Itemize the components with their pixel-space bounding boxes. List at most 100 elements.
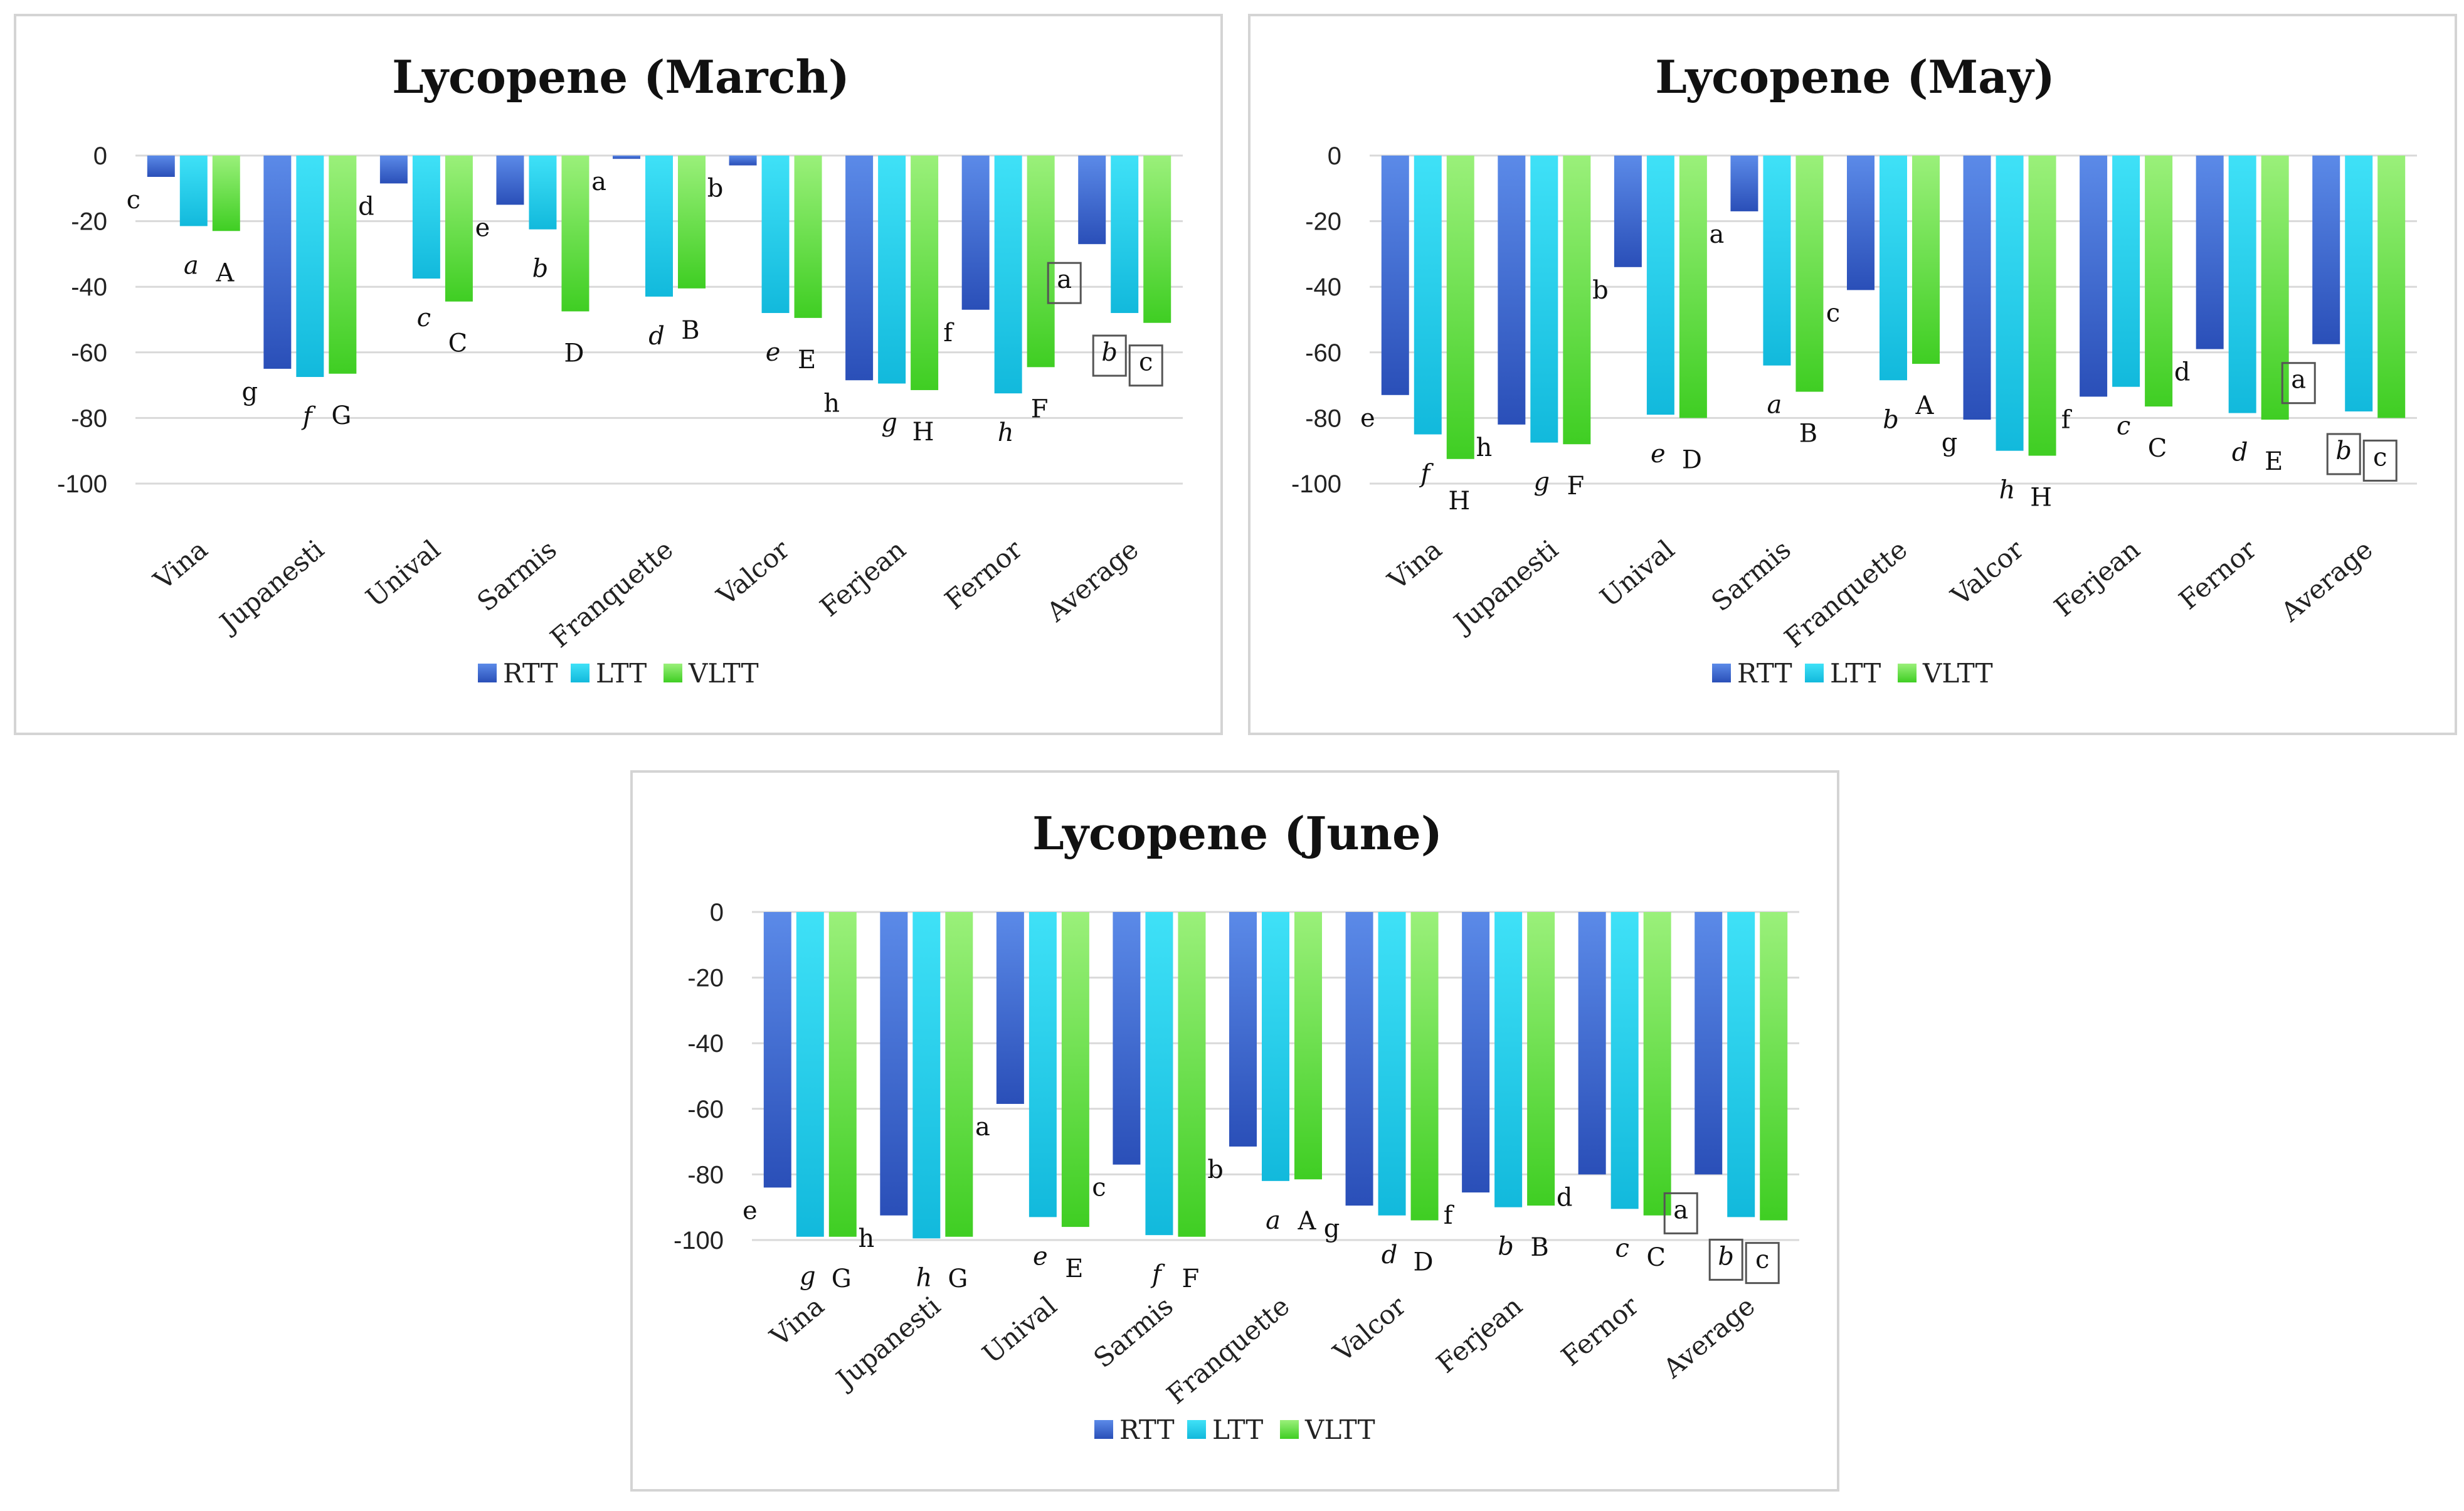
significance-letter: b (1718, 1242, 1734, 1271)
bar-vltt-valcor (2028, 156, 2056, 456)
significance-letter: d (2232, 438, 2248, 467)
significance-letter: C (448, 329, 468, 358)
bar-rtt-sarmis (1113, 912, 1141, 1165)
bar-rtt-average (2312, 156, 2340, 344)
x-category-label: Sarmis (1087, 1290, 1178, 1374)
significance-letter: b (707, 174, 724, 203)
bar-ltt-ferjean (1494, 912, 1523, 1207)
significance-letter: c (2117, 412, 2130, 441)
significance-letter: a (184, 251, 199, 280)
bar-rtt-vina (147, 156, 175, 177)
bar-rtt-average (1078, 156, 1106, 245)
bar-vltt-fernor (1027, 156, 1055, 368)
y-tick-label: 0 (93, 142, 107, 170)
y-tick-label: -40 (71, 273, 107, 301)
significance-letter: G (948, 1264, 968, 1293)
bar-ltt-franquette (1262, 912, 1289, 1181)
y-tick-label: -100 (57, 470, 107, 498)
bar-ltt-franquette (645, 156, 673, 297)
bar-ltt-fernor (1610, 912, 1639, 1209)
x-category-label: Fernor (939, 534, 1028, 616)
y-tick-label: -60 (71, 339, 107, 367)
y-tick-label: 0 (710, 899, 724, 926)
y-tick-label: 0 (1328, 142, 1341, 170)
significance-letter: a (1767, 391, 1782, 420)
legend-swatch-rtt (1094, 1420, 1113, 1439)
legend-label-vltt: VLTT (1922, 658, 1993, 689)
bar-ltt-vina (1414, 156, 1442, 435)
significance-letter: f (943, 319, 954, 347)
bar-ltt-fernor (2228, 156, 2256, 413)
bar-rtt-jupanesti (263, 156, 292, 369)
bar-vltt-jupanesti (1563, 156, 1591, 445)
significance-letter: c (1139, 348, 1153, 377)
significance-letter: f (2061, 405, 2073, 434)
bar-ltt-franquette (1880, 156, 1907, 381)
significance-box (1128, 344, 1163, 387)
chart-title: Lycopene (May) (1655, 50, 2054, 103)
significance-letter: a (591, 167, 606, 196)
significance-letter: g (800, 1262, 816, 1291)
significance-letter: g (1534, 468, 1550, 497)
legend-label-vltt: VLTT (1304, 1414, 1375, 1445)
bar-rtt-unival (996, 912, 1024, 1104)
x-category-label: Average (1040, 534, 1145, 628)
x-category-label: Sarmis (1705, 534, 1796, 617)
significance-letter: a (1710, 220, 1725, 249)
significance-letter: d (2174, 358, 2191, 387)
significance-letter: h (858, 1224, 874, 1253)
legend-swatch-vltt (664, 664, 682, 682)
bar-vltt-fernor (1643, 912, 1671, 1216)
significance-letter: g (242, 378, 258, 406)
bar-rtt-average (1695, 912, 1723, 1175)
significance-letter: d (1382, 1241, 1398, 1270)
bar-vltt-ferjean (2145, 156, 2173, 407)
bar-ltt-average (1727, 912, 1755, 1217)
bar-rtt-franquette (1847, 156, 1874, 290)
y-tick-label: -100 (1291, 470, 1341, 498)
bar-vltt-average (2377, 156, 2406, 418)
significance-letter: C (2148, 434, 2167, 463)
bar-vltt-ferjean (1527, 912, 1555, 1206)
x-category-label: Fernor (2173, 534, 2263, 616)
y-tick-label: -20 (1305, 208, 1341, 236)
bar-rtt-vina (1381, 156, 1409, 395)
significance-letter: E (798, 346, 816, 374)
bar-rtt-fernor (2196, 156, 2224, 349)
legend-swatch-rtt (478, 664, 497, 682)
significance-letter: b (532, 255, 549, 284)
significance-letter: e (1651, 440, 1666, 469)
legend-swatch-rtt (1712, 664, 1731, 682)
bar-ltt-jupanesti (1530, 156, 1558, 443)
y-tick-label: -80 (1305, 405, 1341, 432)
significance-box (2326, 433, 2361, 475)
chart-panel-may: Lycopene (May) 0 -20 -40 -60 -80 -100 e f H Vina h g… (1248, 14, 2457, 735)
legend-label-ltt: LTT (596, 658, 647, 689)
bar-ltt-sarmis (1145, 912, 1173, 1236)
significance-letter: h (916, 1263, 932, 1292)
significance-letter: e (475, 213, 490, 242)
bar-vltt-ferjean (911, 156, 939, 390)
significance-letter: d (1557, 1183, 1573, 1212)
bar-ltt-average (2345, 156, 2373, 411)
x-category-label: Jupanesti (1446, 534, 1563, 639)
bar-vltt-valcor (1410, 912, 1439, 1221)
legend-swatch-ltt (571, 664, 590, 682)
legend-swatch-ltt (1805, 664, 1824, 682)
bar-rtt-valcor (1345, 912, 1373, 1206)
x-category-label: Ferjean (2048, 534, 2145, 623)
chart-title: Lycopene (June) (1032, 807, 1442, 860)
x-category-label: Franquette (1161, 1290, 1295, 1410)
bar-vltt-franquette (1294, 912, 1322, 1180)
x-category-label: Average (1657, 1290, 1761, 1384)
significance-letter: a (975, 1113, 990, 1142)
significance-letter: g (1942, 428, 1958, 457)
bar-vltt-average (1760, 912, 1788, 1221)
legend-label-ltt: LTT (1212, 1414, 1263, 1445)
bar-ltt-valcor (761, 156, 790, 314)
significance-letter: a (1266, 1206, 1281, 1235)
x-category-label: Vina (147, 534, 213, 596)
bar-vltt-franquette (678, 156, 706, 289)
significance-letter: h (823, 389, 840, 418)
